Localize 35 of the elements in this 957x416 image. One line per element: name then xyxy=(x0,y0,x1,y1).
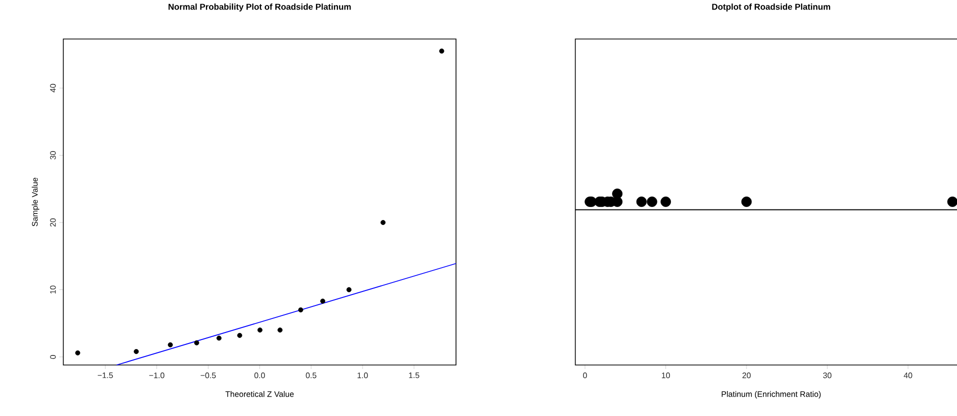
point xyxy=(298,307,304,312)
point xyxy=(216,336,222,341)
y-tick-label: 20 xyxy=(50,218,56,227)
point xyxy=(257,328,262,333)
x-tick-label: 1.0 xyxy=(358,372,368,378)
x-tick-label: −1.0 xyxy=(149,372,164,378)
x-axis-title: Platinum (Enrichment Ratio) xyxy=(722,391,821,399)
x-tick-label: 0 xyxy=(583,372,587,378)
x-axis-title: Theoretical Z Value xyxy=(225,391,294,397)
x-tick-label: 40 xyxy=(904,372,912,378)
x-tick-label: 0.0 xyxy=(254,372,265,378)
chart-title: Normal Probability Plot of Roadside Platinum xyxy=(168,4,351,12)
point xyxy=(320,298,326,304)
point xyxy=(194,340,200,346)
x-tick-label: 20 xyxy=(742,372,751,378)
point xyxy=(278,328,283,333)
x-tick-label: 0.5 xyxy=(306,372,316,378)
point xyxy=(168,342,173,348)
point xyxy=(380,220,386,225)
x-tick-label: −0.5 xyxy=(200,372,216,378)
y-tick-label: 10 xyxy=(50,286,56,294)
y-axis-title: Sample Value xyxy=(32,178,40,226)
point xyxy=(346,287,352,292)
chart-title: Dotplot of Roadside Platinum xyxy=(712,4,830,12)
x-tick-label: −1.5 xyxy=(98,372,113,378)
point xyxy=(75,350,80,356)
x-tick-label: 30 xyxy=(823,372,832,378)
x-tick-label: 10 xyxy=(662,372,670,378)
y-tick-label: 30 xyxy=(50,151,56,160)
y-tick-label: 40 xyxy=(50,84,56,92)
point xyxy=(134,349,139,354)
x-tick-label: 1.5 xyxy=(409,372,420,378)
point xyxy=(237,332,242,338)
point xyxy=(439,48,444,54)
y-tick-label: 0 xyxy=(50,355,56,359)
